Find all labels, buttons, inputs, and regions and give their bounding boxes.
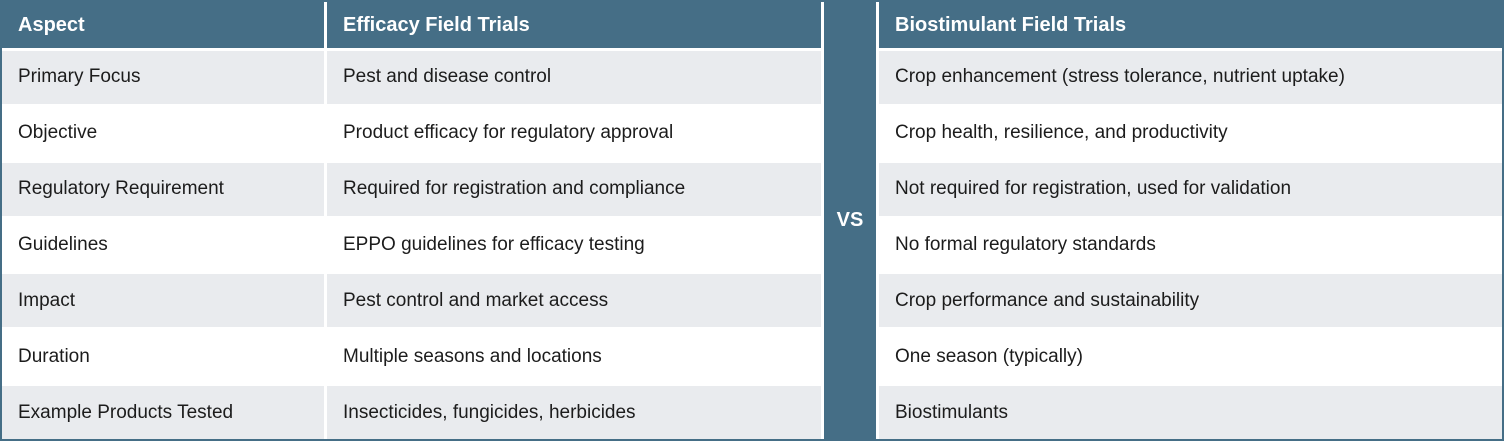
column-header-efficacy: Efficacy Field Trials: [327, 2, 821, 48]
aspect-cell: Example Products Tested: [2, 386, 324, 439]
column-header-aspect: Aspect: [2, 2, 324, 48]
aspect-cell: Duration: [2, 330, 324, 384]
efficacy-cell: Pest and disease control: [327, 51, 821, 104]
aspect-cell: Regulatory Requirement: [2, 162, 324, 216]
efficacy-cell: EPPO guidelines for efficacy testing: [327, 218, 821, 272]
biostimulant-cell: One season (typically): [879, 330, 1502, 384]
column-header-biostimulant: Biostimulant Field Trials: [879, 2, 1502, 48]
vs-divider: VS: [824, 2, 876, 439]
aspect-cell: Impact: [2, 274, 324, 328]
efficacy-cell: Pest control and market access: [327, 274, 821, 328]
biostimulant-cell: Not required for registration, used for …: [879, 162, 1502, 216]
efficacy-cell: Product efficacy for regulatory approval: [327, 106, 821, 160]
biostimulant-cell: Crop performance and sustainability: [879, 274, 1502, 328]
efficacy-cell: Multiple seasons and locations: [327, 330, 821, 384]
aspect-cell: Objective: [2, 106, 324, 160]
efficacy-cell: Required for registration and compliance: [327, 162, 821, 216]
aspect-cell: Primary Focus: [2, 51, 324, 104]
biostimulant-cell: Crop health, resilience, and productivit…: [879, 106, 1502, 160]
biostimulant-cell: Biostimulants: [879, 386, 1502, 439]
aspect-cell: Guidelines: [2, 218, 324, 272]
efficacy-cell: Insecticides, fungicides, herbicides: [327, 386, 821, 439]
biostimulant-cell: Crop enhancement (stress tolerance, nutr…: [879, 51, 1502, 104]
biostimulant-cell: No formal regulatory standards: [879, 218, 1502, 272]
